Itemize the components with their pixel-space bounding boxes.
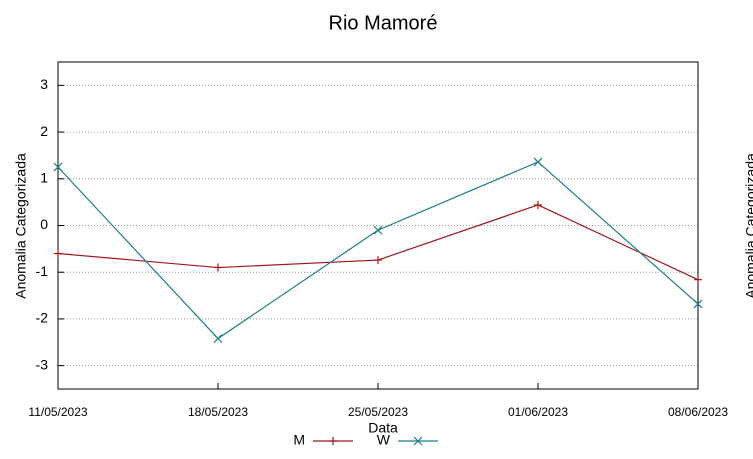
point-marker [214,263,222,272]
plot-group: -3 -2 -1 0 1 2 3 11/05/2023 18/05/2023 25/05/2023… [28,61,728,446]
legend-label: W [377,432,391,448]
y-axis-label: Anomalia Categorizada [13,153,29,299]
point-marker [693,299,703,309]
clipped-y-axis-label: Anomalia Categorizada [743,153,753,299]
x-tick-label: 11/05/2023 [28,405,87,419]
y-tick-label: -3 [36,356,49,372]
point-marker [533,157,543,167]
y-tick-label: -1 [36,263,49,279]
y-tick-label: 3 [40,76,48,92]
y-tick-label: 1 [40,169,48,185]
point-marker [53,162,63,172]
x-tick-label: 18/05/2023 [188,405,248,419]
plot-border [57,61,699,390]
x-tick-label: 08/06/2023 [668,405,728,419]
series-line [57,204,699,281]
chart-title: Rio Mamoré [329,12,438,34]
legend-label: M [293,432,305,448]
point-marker [374,256,382,265]
x-tick-label: 01/06/2023 [508,405,568,419]
y-tick-label: 0 [40,216,48,232]
y-tick-label: 2 [40,123,48,139]
x-tick-label: 25/05/2023 [348,405,408,419]
y-tick-label: -2 [36,310,49,326]
x-axis-label: Data [368,420,398,436]
point-marker [54,249,62,258]
point-marker [373,225,383,235]
point-marker [694,275,702,284]
point-marker [534,200,542,209]
point-marker [213,334,223,343]
series-line [57,161,699,340]
